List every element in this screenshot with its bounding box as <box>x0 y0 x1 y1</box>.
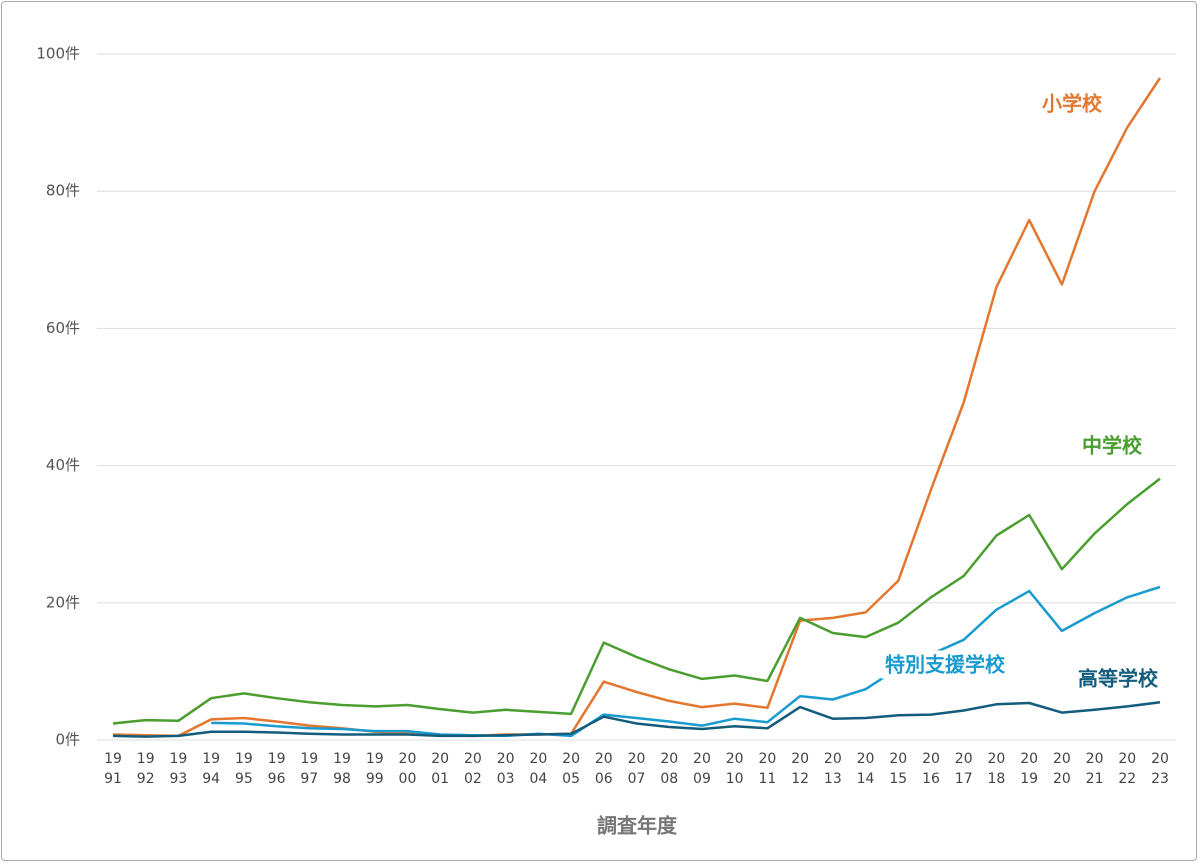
x-tick-label: 2001 <box>431 751 450 787</box>
series-label: 中学校 <box>1082 434 1143 458</box>
x-tick-label: 2022 <box>1118 751 1137 787</box>
x-tick-label: 1993 <box>169 751 188 787</box>
x-tick-label: 1995 <box>234 751 253 787</box>
x-tick-label: 2019 <box>1020 751 1039 787</box>
x-tick-label: 2023 <box>1151 751 1169 787</box>
x-tick-label: 2000 <box>398 751 417 787</box>
label-background <box>1038 89 1107 118</box>
x-tick-label: 1998 <box>333 751 351 787</box>
series-line <box>211 585 1161 738</box>
x-tick-label: 2015 <box>889 751 908 787</box>
label-background <box>1078 431 1147 460</box>
x-tick-label: 2014 <box>856 751 875 787</box>
x-tick-label: 2008 <box>660 751 679 787</box>
x-tick-label: 1996 <box>267 751 286 787</box>
x-axis-title: 調査年度 <box>597 814 678 838</box>
x-tick-label: 2004 <box>529 751 548 787</box>
x-tick-label: 2018 <box>987 751 1006 787</box>
x-tick-label: 2011 <box>758 751 777 787</box>
label-background <box>1074 664 1163 693</box>
y-tick-label: 60件 <box>46 319 80 337</box>
x-tick-label: 2005 <box>562 751 580 787</box>
x-tick-label: 1992 <box>136 751 155 787</box>
label-background <box>881 650 1010 679</box>
series-line <box>112 77 1162 738</box>
series-line <box>112 477 1161 725</box>
x-tick-label: 1994 <box>202 751 221 787</box>
x-tick-label: 2007 <box>627 751 646 787</box>
x-tick-label: 2009 <box>693 751 711 787</box>
x-tick-label: 2021 <box>1085 751 1104 787</box>
x-tick-label: 2016 <box>922 751 940 787</box>
y-tick-label: 40件 <box>46 456 80 474</box>
x-tick-label: 2020 <box>1052 751 1071 787</box>
x-tick-label: 2010 <box>725 751 744 787</box>
series-line <box>112 701 1161 738</box>
x-tick-label: 2017 <box>954 751 973 787</box>
x-tick-label: 2003 <box>496 751 515 787</box>
y-tick-label: 0件 <box>55 731 80 749</box>
y-tick-label: 80件 <box>46 182 80 200</box>
x-tick-label: 2013 <box>823 751 842 787</box>
y-tick-label: 20件 <box>46 593 80 611</box>
series-label: 特別支援学校 <box>885 653 1006 677</box>
x-tick-label: 2012 <box>791 751 810 787</box>
x-tick-label: 2006 <box>594 751 613 787</box>
x-tick-label: 1991 <box>104 751 122 787</box>
y-tick-label: 100件 <box>36 45 80 63</box>
x-tick-label: 1999 <box>365 751 384 787</box>
x-tick-label: 2002 <box>463 751 482 787</box>
x-tick-label: 1997 <box>300 751 319 787</box>
series-label: 高等学校 <box>1078 667 1159 691</box>
series-label: 小学校 <box>1042 92 1103 116</box>
